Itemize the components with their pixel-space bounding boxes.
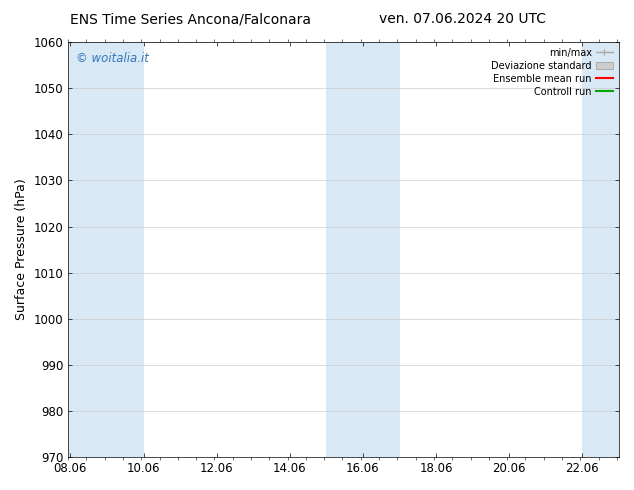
Bar: [68, 42, 143, 457]
Text: ven. 07.06.2024 20 UTC: ven. 07.06.2024 20 UTC: [379, 12, 547, 26]
Y-axis label: Surface Pressure (hPa): Surface Pressure (hPa): [15, 179, 28, 320]
Bar: [327, 42, 399, 457]
Text: ENS Time Series Ancona/Falconara: ENS Time Series Ancona/Falconara: [70, 12, 311, 26]
Legend: min/max, Deviazione standard, Ensemble mean run, Controll run: min/max, Deviazione standard, Ensemble m…: [488, 44, 617, 100]
Text: © woitalia.it: © woitalia.it: [77, 52, 149, 66]
Bar: [583, 42, 619, 457]
